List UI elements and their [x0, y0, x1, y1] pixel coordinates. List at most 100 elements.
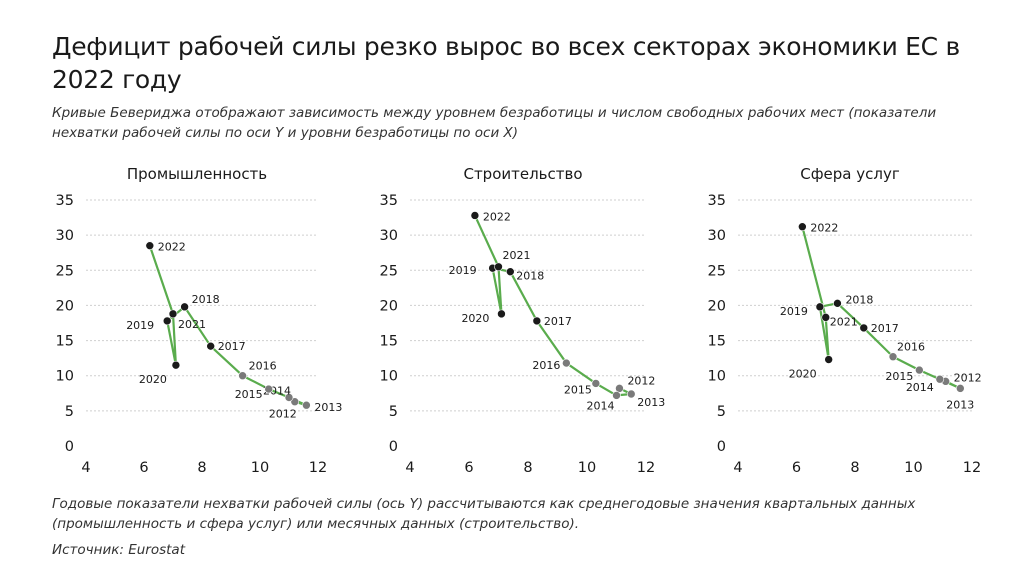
- data-point-2018: [505, 267, 515, 276]
- data-point-2020: [497, 309, 506, 319]
- point-label-2015: 2015: [235, 388, 263, 401]
- data-point-2022: [470, 211, 480, 220]
- y-tick-label: 20: [380, 298, 398, 314]
- series-line: [148, 245, 308, 407]
- data-point-2022: [798, 222, 807, 232]
- panel-construction: Строительство 0 5 10 15 20 25 30 35 4 6 8 10 12 2012 20…: [380, 165, 666, 476]
- y-tick-label: 35: [56, 193, 74, 209]
- point-label-2022: 2022: [810, 222, 838, 235]
- point-label-2018: 2018: [845, 293, 873, 306]
- x-tick-label: 12: [963, 460, 981, 476]
- point-label-2015: 2015: [564, 383, 592, 396]
- x-tick-label: 10: [904, 460, 922, 476]
- data-point-2014: [612, 391, 621, 400]
- data-point-2018: [833, 299, 842, 308]
- x-tick-label: 12: [309, 460, 327, 476]
- y-tick-label: 10: [708, 369, 726, 385]
- y-tick-label: 15: [380, 334, 398, 350]
- data-point-2018: [180, 302, 189, 312]
- data-point-2014: [935, 374, 945, 384]
- data-point-2020: [824, 355, 833, 364]
- x-tick-label: 8: [850, 460, 859, 476]
- point-label-2014: 2014: [587, 399, 615, 412]
- data-point-2019: [162, 316, 172, 326]
- x-tick-label: 6: [792, 460, 801, 476]
- x-tick-label: 6: [464, 460, 473, 476]
- data-point-2017: [532, 316, 542, 326]
- panel-title: Сфера услуг: [800, 165, 900, 183]
- x-tick-label: 8: [197, 460, 206, 476]
- y-tick-label: 15: [708, 334, 726, 350]
- point-label-2014: 2014: [906, 381, 934, 394]
- point-label-2019: 2019: [449, 264, 477, 277]
- x-tick-label: 10: [251, 460, 269, 476]
- point-label-2013: 2013: [637, 396, 665, 409]
- data-point-2017: [206, 341, 215, 351]
- y-tick-label: 25: [380, 263, 398, 279]
- series-line: [801, 226, 962, 390]
- point-label-2022: 2022: [158, 241, 186, 254]
- y-tick-label: 30: [56, 228, 74, 244]
- chart-subtitle: Кривые Бевериджа отображают зависимость …: [52, 105, 937, 141]
- point-label-2018: 2018: [192, 293, 220, 306]
- x-tick-label: 6: [139, 460, 148, 476]
- point-label-2018: 2018: [516, 270, 544, 283]
- chart-title: Дефицит рабочей силы резко вырос во всех…: [52, 32, 960, 94]
- y-tick-label: 20: [708, 298, 726, 314]
- x-tick-label: 4: [81, 460, 90, 476]
- panel-title: Промышленность: [127, 165, 267, 183]
- point-label-2013: 2013: [946, 398, 974, 411]
- x-tick-label: 10: [578, 460, 596, 476]
- point-label-2013: 2013: [314, 401, 342, 414]
- point-label-2022: 2022: [483, 210, 511, 223]
- data-point-2019: [815, 302, 825, 312]
- data-point-2013: [955, 384, 965, 393]
- y-tick-label: 35: [380, 193, 398, 209]
- point-label-2016: 2016: [249, 360, 277, 373]
- point-label-2012: 2012: [954, 371, 982, 384]
- footnote: Годовые показатели нехватки рабочей силы…: [52, 496, 916, 532]
- data-point-2012: [290, 397, 300, 407]
- data-point-2021: [494, 262, 503, 272]
- y-tick-label: 5: [389, 404, 398, 420]
- x-tick-label: 12: [637, 460, 655, 476]
- y-tick-label: 25: [56, 263, 74, 279]
- data-point-2017: [859, 323, 869, 333]
- point-label-2021: 2021: [178, 318, 206, 331]
- data-point-2013: [626, 389, 636, 399]
- data-point-2016: [888, 352, 898, 362]
- data-point-2015: [591, 379, 601, 388]
- point-label-2020: 2020: [461, 312, 489, 325]
- point-label-2017: 2017: [871, 322, 899, 335]
- y-tick-label: 5: [65, 404, 74, 420]
- data-point-2015: [264, 384, 274, 394]
- point-label-2017: 2017: [544, 315, 572, 328]
- y-tick-label: 5: [717, 404, 726, 420]
- point-label-2019: 2019: [126, 319, 154, 332]
- point-label-2012: 2012: [627, 374, 655, 387]
- data-point-2015: [915, 365, 924, 375]
- y-tick-label: 30: [708, 228, 726, 244]
- x-tick-label: 4: [405, 460, 414, 476]
- y-tick-label: 20: [56, 298, 74, 314]
- y-tick-label: 30: [380, 228, 398, 244]
- y-tick-label: 0: [389, 439, 398, 455]
- x-tick-label: 4: [733, 460, 742, 476]
- panel-services: Сфера услуг 0 5 10 15 20 25 30 35 4 6 8 10 12 2012 2013…: [708, 165, 982, 476]
- point-label-2020: 2020: [139, 373, 167, 386]
- y-tick-label: 10: [56, 369, 74, 385]
- y-tick-label: 0: [717, 439, 726, 455]
- panel-industry: Промышленность 0 5 10 15 20 25 30 35 4 6 8 10 12 2012 2…: [56, 165, 343, 476]
- point-label-2020: 2020: [789, 368, 817, 381]
- y-tick-label: 15: [56, 334, 74, 350]
- data-point-2022: [145, 241, 155, 250]
- data-point-2013: [302, 400, 311, 410]
- y-tick-label: 35: [708, 193, 726, 209]
- point-label-2021: 2021: [503, 249, 531, 262]
- point-label-2015: 2015: [885, 370, 913, 383]
- point-label-2016: 2016: [897, 341, 925, 354]
- point-label-2017: 2017: [218, 340, 246, 353]
- data-point-2021: [821, 313, 831, 322]
- point-label-2019: 2019: [780, 305, 808, 318]
